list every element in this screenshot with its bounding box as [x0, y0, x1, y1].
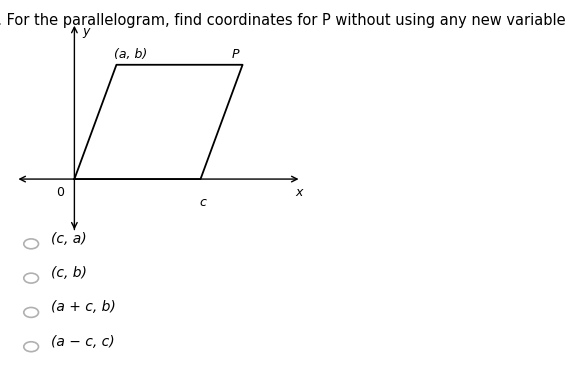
- Text: y: y: [83, 25, 90, 38]
- Text: (a + c, b): (a + c, b): [51, 300, 115, 314]
- Text: x: x: [295, 186, 303, 199]
- Text: 5. For the parallelogram, find coordinates for P without using any new variables: 5. For the parallelogram, find coordinat…: [0, 13, 566, 28]
- Text: (c, b): (c, b): [51, 266, 87, 280]
- Text: (a − c, c): (a − c, c): [51, 335, 114, 349]
- Text: (c, a): (c, a): [51, 232, 87, 246]
- Text: (a, b): (a, b): [114, 48, 148, 61]
- Text: 0: 0: [55, 186, 63, 199]
- Text: P: P: [232, 48, 239, 61]
- Text: c: c: [199, 196, 206, 209]
